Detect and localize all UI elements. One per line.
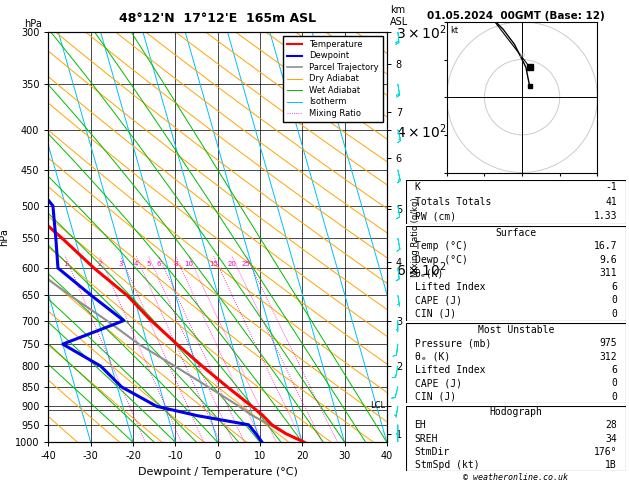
Text: 8: 8 <box>174 261 178 267</box>
Text: Temp (°C): Temp (°C) <box>415 241 467 251</box>
Text: 41: 41 <box>605 197 617 207</box>
Text: 1B: 1B <box>605 460 617 470</box>
Text: 48°12'N  17°12'E  165m ASL: 48°12'N 17°12'E 165m ASL <box>119 12 316 25</box>
Text: K: K <box>415 182 420 192</box>
Text: 0: 0 <box>611 378 617 388</box>
Text: 5: 5 <box>147 261 151 267</box>
Text: 975: 975 <box>599 338 617 348</box>
Text: Dewp (°C): Dewp (°C) <box>415 255 467 265</box>
Text: Hodograph: Hodograph <box>489 407 542 417</box>
Text: Lifted Index: Lifted Index <box>415 365 485 375</box>
Legend: Temperature, Dewpoint, Parcel Trajectory, Dry Adiabat, Wet Adiabat, Isotherm, Mi: Temperature, Dewpoint, Parcel Trajectory… <box>283 36 382 122</box>
Text: PW (cm): PW (cm) <box>415 211 455 221</box>
Text: kt: kt <box>450 26 459 35</box>
Text: hPa: hPa <box>25 19 42 29</box>
Text: Lifted Index: Lifted Index <box>415 282 485 292</box>
Text: Totals Totals: Totals Totals <box>415 197 491 207</box>
Text: CIN (J): CIN (J) <box>415 392 455 402</box>
Text: 15: 15 <box>209 261 218 267</box>
Text: EH: EH <box>415 420 426 431</box>
Text: Mixing Ratio (g/kg): Mixing Ratio (g/kg) <box>411 197 420 277</box>
Text: 28: 28 <box>605 420 617 431</box>
Text: 0: 0 <box>611 309 617 319</box>
Text: LCL: LCL <box>370 401 386 410</box>
Text: 25: 25 <box>242 261 251 267</box>
Text: 6: 6 <box>611 282 617 292</box>
Text: StmSpd (kt): StmSpd (kt) <box>415 460 479 470</box>
Text: 01.05.2024  00GMT (Base: 12): 01.05.2024 00GMT (Base: 12) <box>427 11 604 21</box>
Text: 1: 1 <box>64 261 68 267</box>
Text: CIN (J): CIN (J) <box>415 309 455 319</box>
Text: 311: 311 <box>599 268 617 278</box>
X-axis label: Dewpoint / Temperature (°C): Dewpoint / Temperature (°C) <box>138 467 298 477</box>
Text: Pressure (mb): Pressure (mb) <box>415 338 491 348</box>
Text: θₑ(K): θₑ(K) <box>415 268 444 278</box>
Text: -1: -1 <box>605 182 617 192</box>
Text: © weatheronline.co.uk: © weatheronline.co.uk <box>464 473 568 482</box>
Text: 0: 0 <box>611 392 617 402</box>
Text: 34: 34 <box>605 434 617 444</box>
Text: 10: 10 <box>518 52 526 58</box>
Text: 9.6: 9.6 <box>599 255 617 265</box>
Text: 2: 2 <box>97 261 102 267</box>
Text: 10: 10 <box>184 261 193 267</box>
Text: Most Unstable: Most Unstable <box>477 325 554 335</box>
Text: θₑ (K): θₑ (K) <box>415 351 450 362</box>
Text: 6: 6 <box>157 261 161 267</box>
Text: 4: 4 <box>134 261 138 267</box>
Text: 0: 0 <box>611 295 617 306</box>
Text: 1.33: 1.33 <box>594 211 617 221</box>
Text: StmDir: StmDir <box>415 447 450 457</box>
Text: 16.7: 16.7 <box>594 241 617 251</box>
Text: 3: 3 <box>118 261 123 267</box>
Text: CAPE (J): CAPE (J) <box>415 295 462 306</box>
Text: 312: 312 <box>599 351 617 362</box>
Text: SREH: SREH <box>415 434 438 444</box>
Text: CAPE (J): CAPE (J) <box>415 378 462 388</box>
Text: 20: 20 <box>518 15 526 20</box>
Text: km
ASL: km ASL <box>390 5 408 27</box>
Text: 176°: 176° <box>594 447 617 457</box>
Text: Surface: Surface <box>495 228 537 238</box>
Text: 6: 6 <box>611 365 617 375</box>
Y-axis label: hPa: hPa <box>0 228 9 246</box>
Text: 20: 20 <box>228 261 237 267</box>
